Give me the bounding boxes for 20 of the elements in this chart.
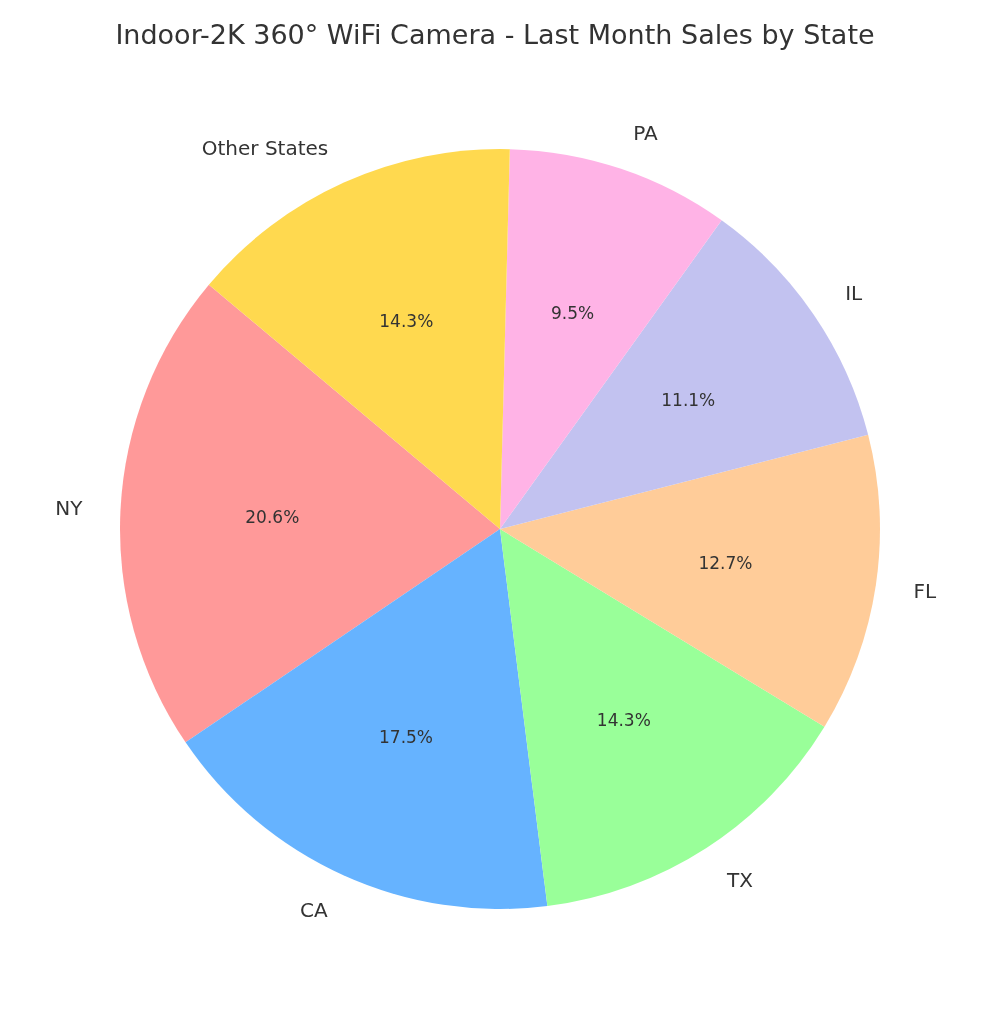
slice-label: NY	[55, 495, 84, 520]
pie-slice	[120, 284, 500, 743]
pie-slice	[500, 220, 869, 529]
slice-label: CA	[300, 897, 329, 922]
pie-slice	[500, 529, 825, 907]
data-label: 14.3%	[596, 710, 651, 731]
pie-slice	[500, 149, 722, 529]
chart-title: Indoor-2K 360° WiFi Camera - Last Month Sales by State	[115, 18, 875, 50]
data-label: 12.7%	[698, 552, 753, 573]
slice-label: PA	[633, 120, 658, 145]
data-label: 14.3%	[379, 311, 434, 332]
data-label: 9.5%	[551, 302, 595, 323]
slice-label: TX	[726, 867, 754, 892]
slice-label: Other States	[201, 135, 329, 160]
data-label: 11.1%	[661, 390, 716, 411]
slice-label: IL	[845, 281, 864, 306]
pie-slice	[500, 434, 880, 727]
slice-label: FL	[913, 578, 937, 603]
data-label: 20.6%	[245, 507, 300, 528]
data-label: 17.5%	[379, 726, 434, 747]
